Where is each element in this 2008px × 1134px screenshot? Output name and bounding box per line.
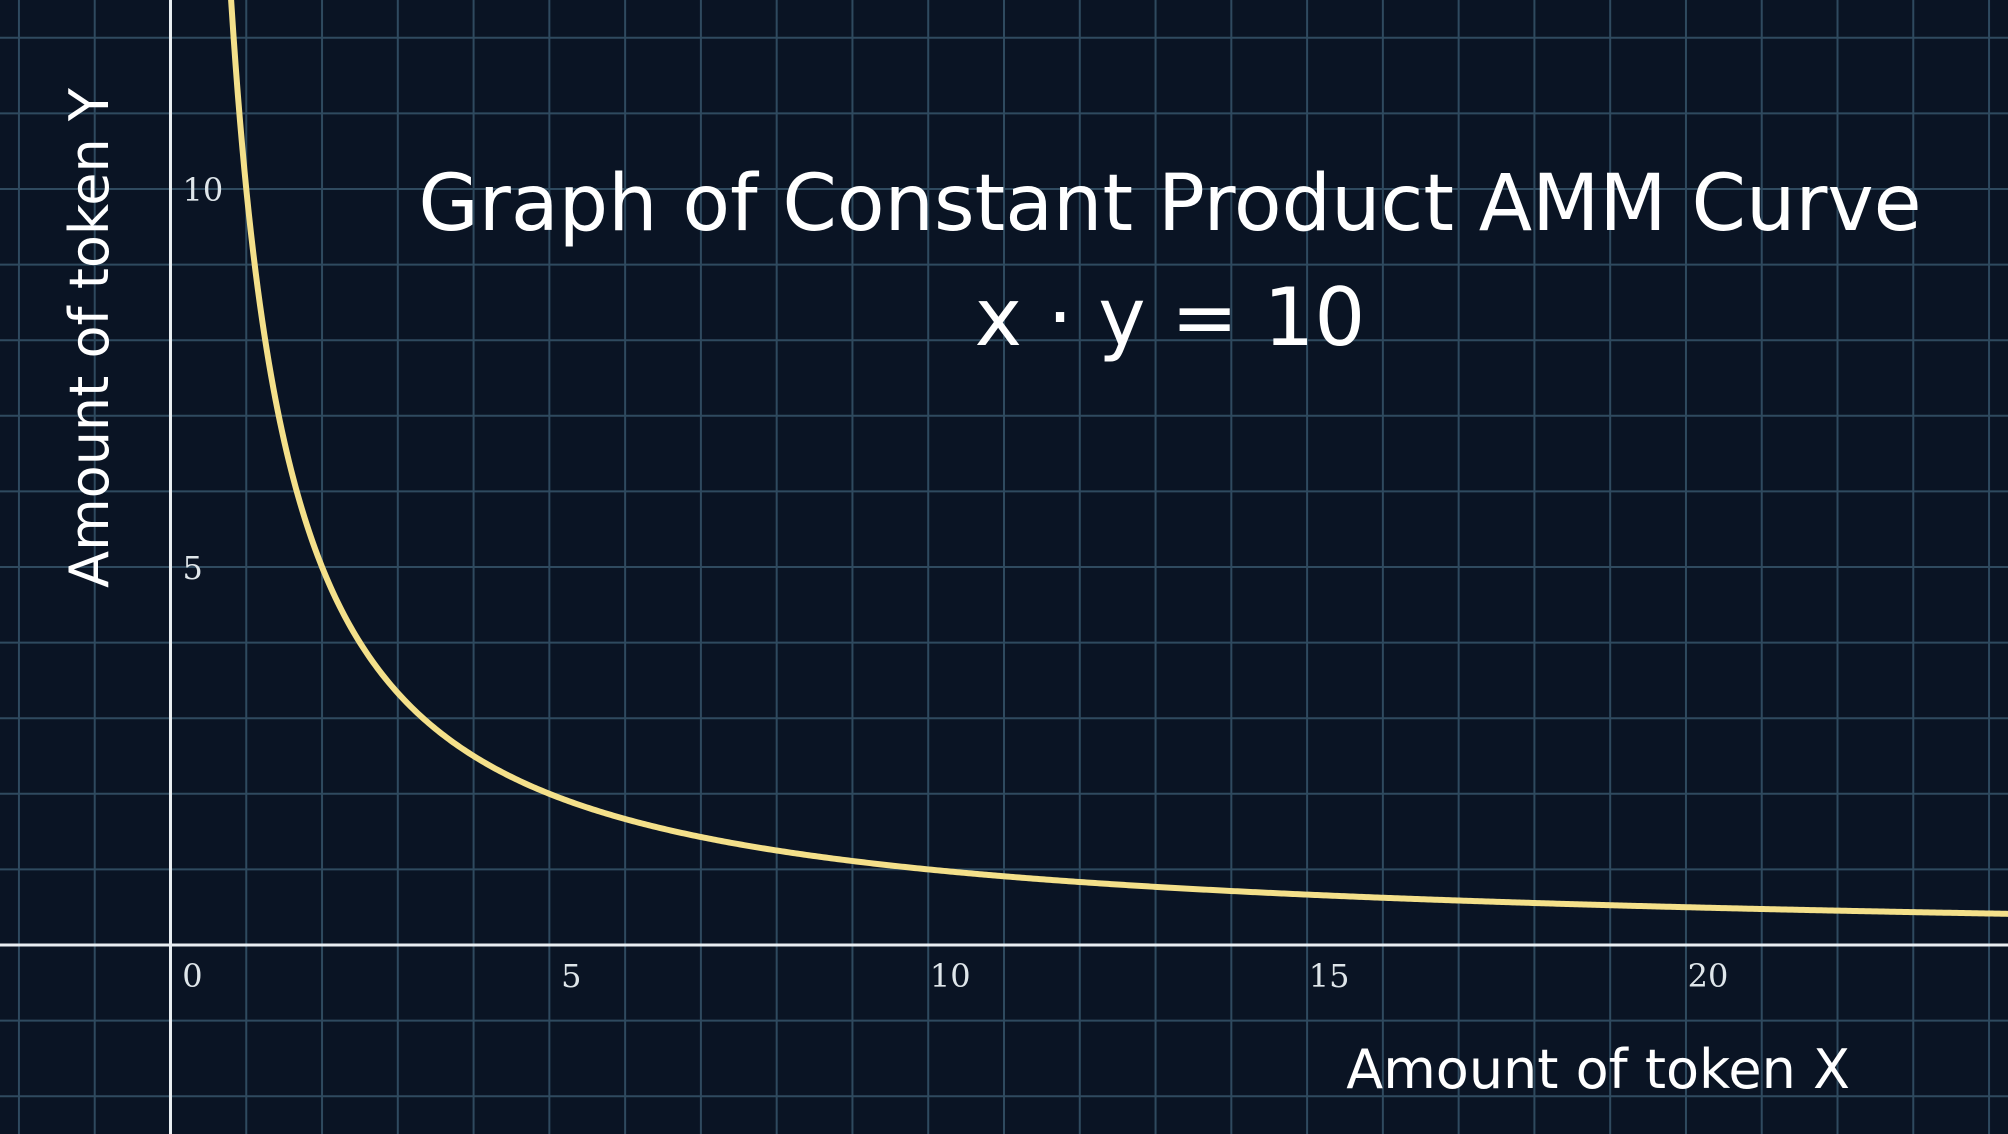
- tick-labels: 0 5 10 15 20 5 10: [182, 171, 1728, 995]
- x-tick-label: 15: [1309, 957, 1350, 995]
- y-tick-label: 10: [182, 171, 223, 209]
- x-tick-label: 20: [1688, 957, 1729, 995]
- x-axis-label: Amount of token X: [1346, 1038, 1850, 1101]
- x-tick-label: 0: [182, 957, 202, 995]
- x-tick-label: 10: [930, 957, 971, 995]
- y-tick-label: 5: [182, 549, 202, 587]
- x-tick-label: 5: [561, 957, 581, 995]
- curve-series: [228, 0, 2008, 917]
- y-axis-label: Amount of token Y: [58, 87, 121, 588]
- chart-title: Graph of Constant Product AMM Curve: [418, 159, 1921, 249]
- chart-equation: x · y = 10: [975, 271, 1366, 364]
